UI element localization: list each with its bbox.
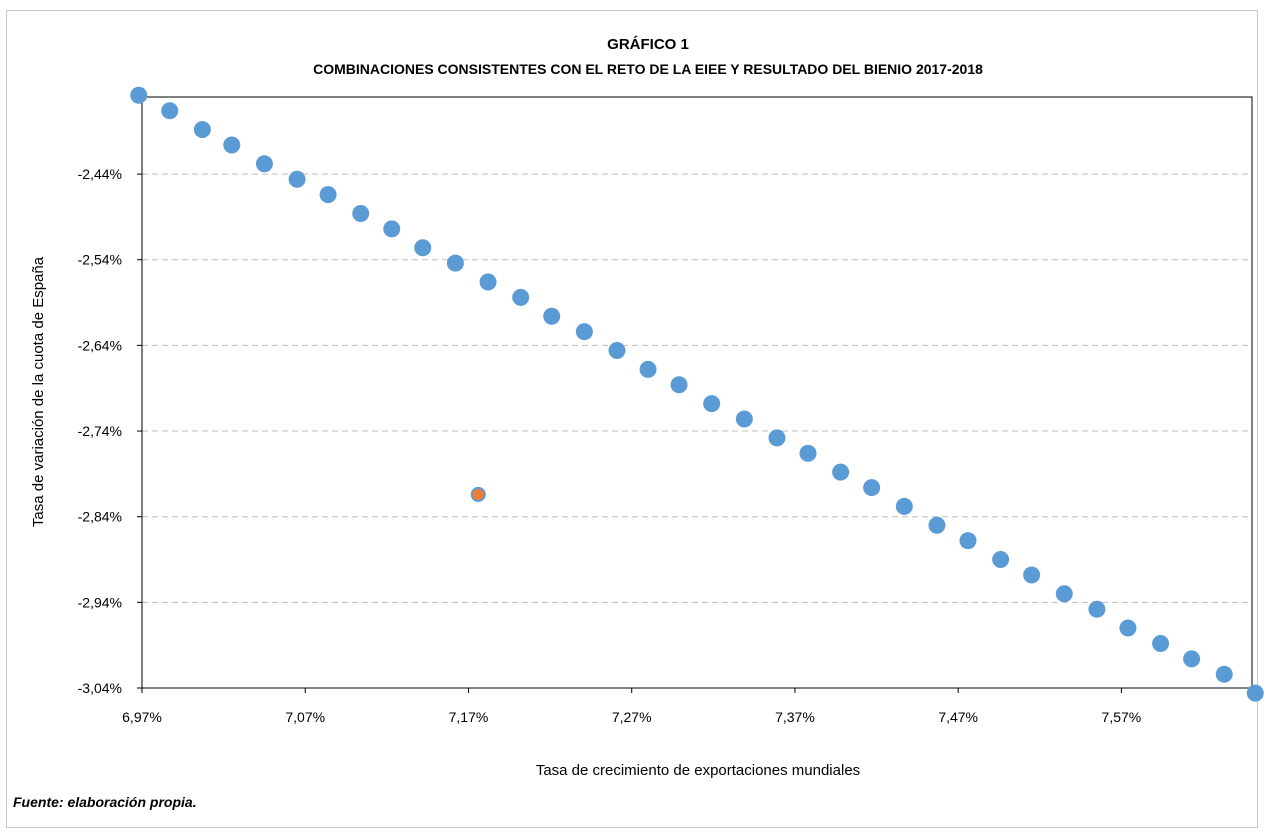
- y-axis-label: Tasa de variación de la cuota de España: [30, 256, 47, 527]
- data-point: [383, 220, 401, 238]
- data-point: [1215, 665, 1233, 683]
- data-point: [512, 288, 530, 306]
- highlight-point: [470, 486, 486, 502]
- data-points: [130, 86, 1264, 702]
- x-tick-label: 6,97%: [122, 709, 162, 725]
- data-point: [1152, 634, 1170, 652]
- x-tick-label: 7,07%: [285, 709, 325, 725]
- y-tick-label: -2,84%: [78, 509, 122, 525]
- data-point: [193, 121, 211, 139]
- data-point: [799, 444, 817, 462]
- chart-subtitle: COMBINACIONES CONSISTENTES CON EL RETO D…: [313, 61, 983, 77]
- x-axis-label: Tasa de crecimiento de exportaciones mun…: [536, 762, 860, 779]
- data-point: [992, 551, 1010, 569]
- data-point: [130, 86, 148, 104]
- plot-area: [141, 96, 1253, 689]
- x-tick-label: 7,17%: [449, 709, 489, 725]
- data-point: [863, 479, 881, 497]
- chart-title: GRÁFICO 1: [607, 36, 689, 53]
- data-point: [1119, 619, 1137, 637]
- y-tick-label: -2,54%: [78, 252, 122, 268]
- data-point: [928, 516, 946, 534]
- y-tick-label: -2,64%: [78, 337, 122, 353]
- data-point: [1246, 684, 1264, 702]
- data-point: [895, 497, 913, 515]
- chart-frame: [6, 10, 1258, 828]
- data-point: [479, 273, 497, 291]
- data-point: [1088, 600, 1106, 618]
- y-tick-label: -3,04%: [78, 680, 122, 696]
- y-tick-label: -2,44%: [78, 166, 122, 182]
- data-point: [161, 102, 179, 120]
- data-point: [255, 155, 273, 173]
- data-point: [575, 323, 593, 341]
- grid-lines: [142, 173, 1252, 603]
- x-tick-label: 7,47%: [938, 709, 978, 725]
- data-point: [319, 186, 337, 204]
- data-point: [670, 376, 688, 394]
- y-tick-label: -2,74%: [78, 423, 122, 439]
- x-tick-label: 7,27%: [612, 709, 652, 725]
- data-point: [288, 170, 306, 188]
- data-point: [608, 342, 626, 360]
- x-tick-label: 7,37%: [775, 709, 815, 725]
- data-point: [352, 204, 370, 222]
- y-tick-label: -2,94%: [78, 594, 122, 610]
- data-point: [543, 307, 561, 325]
- data-point: [1183, 650, 1201, 668]
- data-point: [1023, 566, 1041, 584]
- data-point: [1055, 585, 1073, 603]
- data-point: [223, 136, 241, 154]
- data-point: [639, 360, 657, 378]
- data-point: [735, 410, 753, 428]
- data-point: [446, 254, 464, 272]
- data-point: [768, 429, 786, 447]
- axis-ticks: -2,44% -2,54% -2,64% -2,74% -2,84% -2,94% -3,0…: [78, 166, 1142, 725]
- data-point: [959, 532, 977, 550]
- data-point: [414, 239, 432, 257]
- data-point: [832, 463, 850, 481]
- x-tick-label: 7,57%: [1102, 709, 1142, 725]
- data-point: [703, 395, 721, 413]
- source-note: Fuente: elaboración propia.: [13, 794, 197, 810]
